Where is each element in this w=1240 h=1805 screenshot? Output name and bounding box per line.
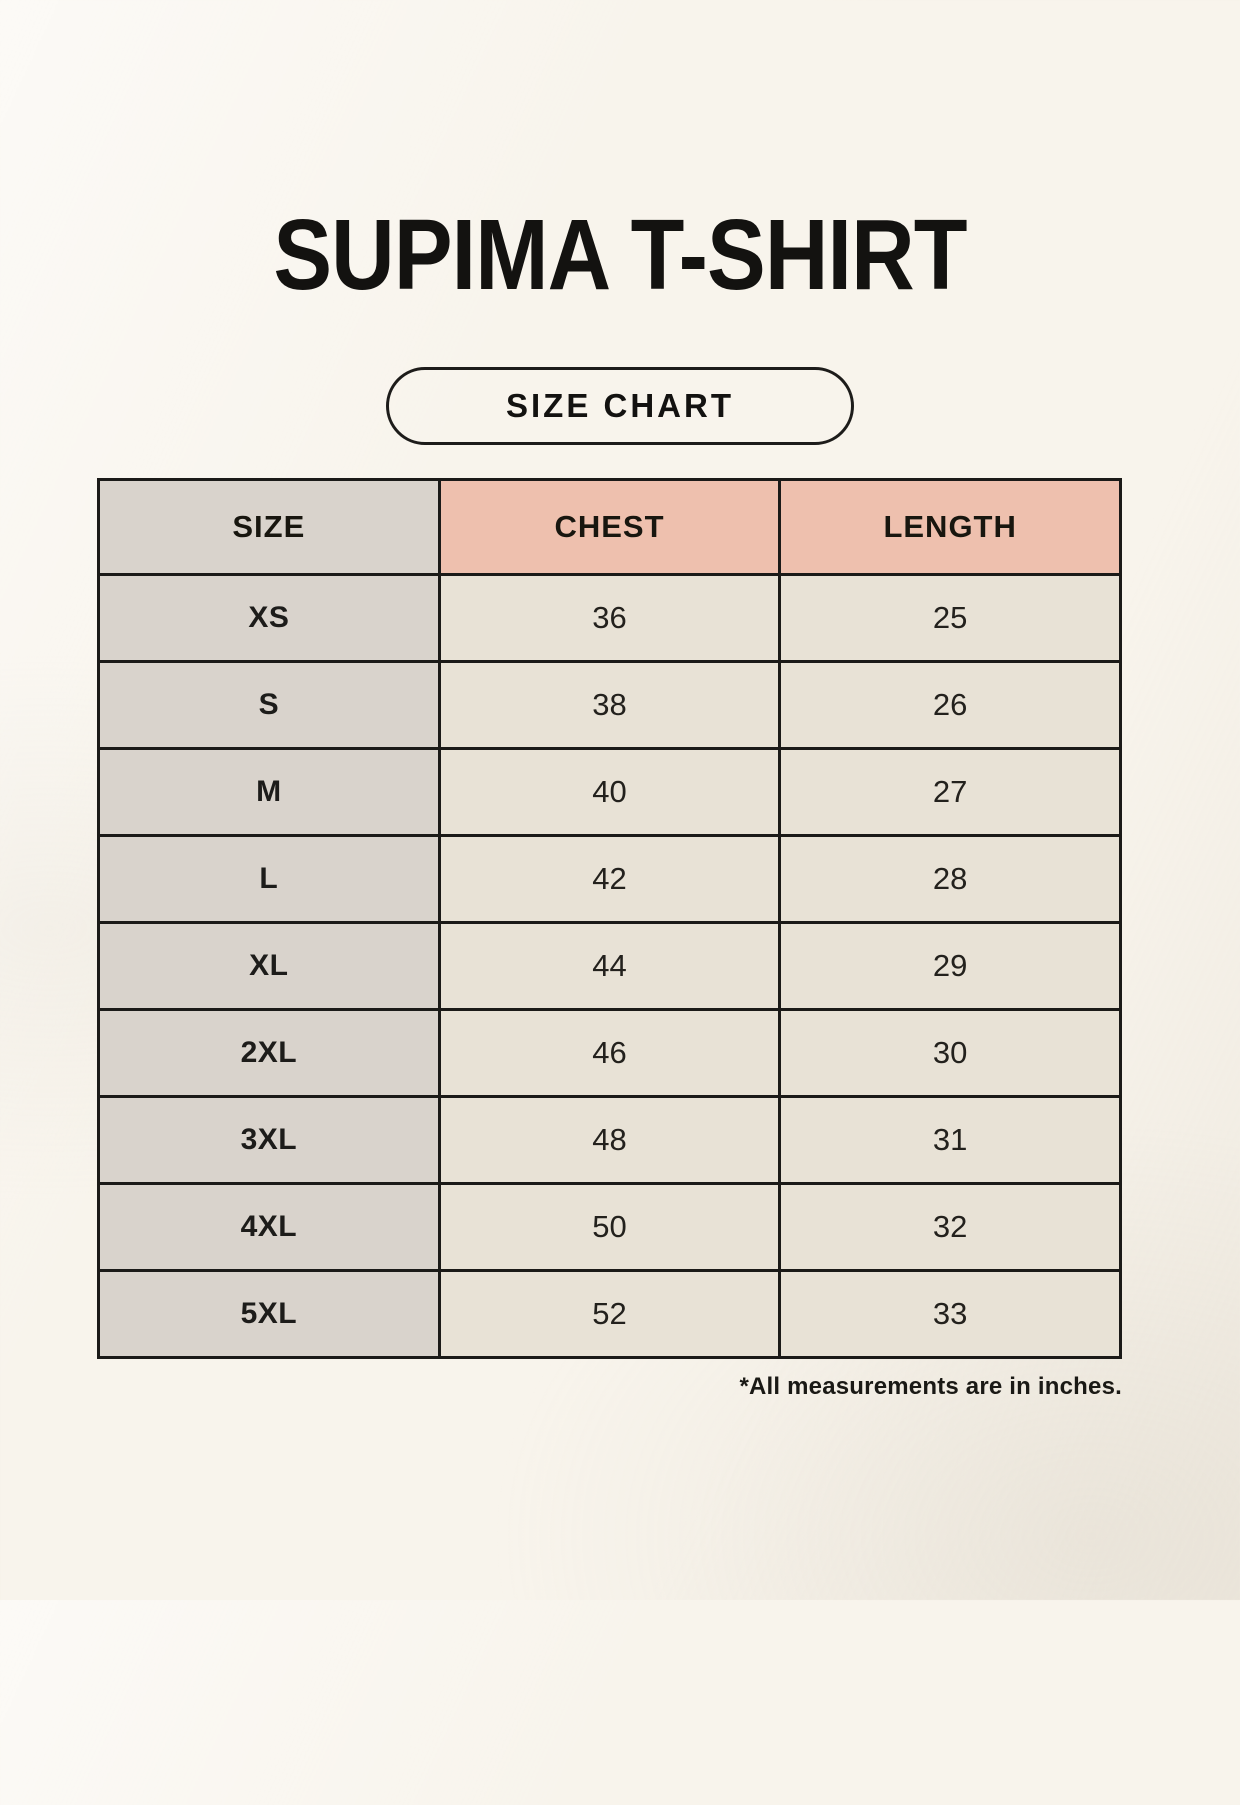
chest-cell: 52 [437, 1269, 782, 1359]
page-title: SUPIMA T-SHIRT [273, 199, 967, 311]
chest-cell: 38 [437, 660, 782, 750]
length-cell: 30 [778, 1008, 1122, 1098]
size-cell: S [97, 660, 441, 750]
size-cell: L [97, 834, 441, 924]
size-cell: XS [97, 573, 441, 663]
chest-cell: 50 [437, 1182, 782, 1272]
length-cell: 32 [778, 1182, 1122, 1272]
size-chart-badge: SIZE CHART [386, 367, 854, 445]
size-cell: 3XL [97, 1095, 441, 1185]
chest-cell: 46 [437, 1008, 782, 1098]
length-cell: 27 [778, 747, 1122, 837]
size-table-row: L 42 28 [97, 834, 1122, 924]
chest-cell: 36 [437, 573, 782, 663]
size-table-row: 5XL 52 33 [97, 1269, 1122, 1359]
size-chart-badge-label: SIZE CHART [506, 387, 734, 424]
size-table-row: 3XL 48 31 [97, 1095, 1122, 1185]
size-table-row: 2XL 46 30 [97, 1008, 1122, 1098]
size-table-row: S 38 26 [97, 660, 1122, 750]
size-table-container: SIZE CHEST LENGTH XS 36 25 S 38 26 M 40 27 L 42 28 X… [97, 478, 1122, 1359]
size-chart-poster: SUPIMA T-SHIRT SIZE CHART SIZE CHEST LEN… [0, 205, 1240, 1805]
length-cell: 33 [778, 1269, 1122, 1359]
size-cell: 2XL [97, 1008, 441, 1098]
chest-cell: 44 [437, 921, 782, 1011]
column-header-length: LENGTH [778, 478, 1122, 576]
column-header-chest: CHEST [437, 478, 782, 576]
size-table: SIZE CHEST LENGTH XS 36 25 S 38 26 M 40 27 L 42 28 X… [97, 478, 1122, 1359]
length-cell: 26 [778, 660, 1122, 750]
length-cell: 25 [778, 573, 1122, 663]
size-table-row: 4XL 50 32 [97, 1182, 1122, 1272]
column-header-size: SIZE [97, 478, 441, 576]
chest-cell: 42 [437, 834, 782, 924]
length-cell: 28 [778, 834, 1122, 924]
size-table-row: XS 36 25 [97, 573, 1122, 663]
size-cell: 4XL [97, 1182, 441, 1272]
chest-cell: 48 [437, 1095, 782, 1185]
length-cell: 29 [778, 921, 1122, 1011]
size-table-row: XL 44 29 [97, 921, 1122, 1011]
size-cell: XL [97, 921, 441, 1011]
measurements-footnote: *All measurements are in inches. [739, 1373, 1122, 1400]
size-cell: M [97, 747, 441, 837]
length-cell: 31 [778, 1095, 1122, 1185]
size-table-row: M 40 27 [97, 747, 1122, 837]
chest-cell: 40 [437, 747, 782, 837]
size-cell: 5XL [97, 1269, 441, 1359]
size-table-header-row: SIZE CHEST LENGTH [97, 478, 1122, 576]
